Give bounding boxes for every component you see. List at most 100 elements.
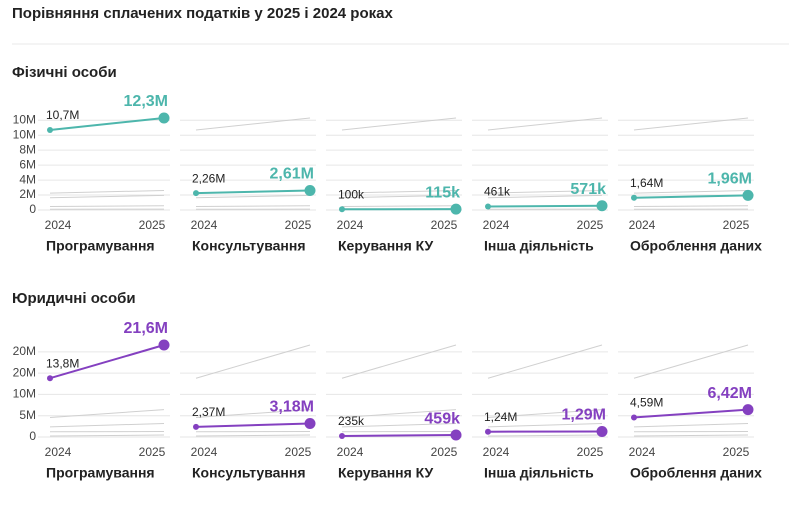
context-line bbox=[633, 434, 749, 437]
line bbox=[195, 189, 311, 195]
context-line bbox=[633, 117, 749, 131]
value-label: 459k bbox=[424, 410, 460, 427]
context-line bbox=[49, 194, 165, 199]
x-tick-label: 2025 bbox=[577, 445, 604, 459]
page-title: Порівняння сплачених податків у 2025 і 2… bbox=[12, 5, 393, 22]
section-title: Юридичні особи bbox=[12, 290, 136, 307]
context-line bbox=[49, 189, 165, 194]
y-tick-label: 10M bbox=[13, 387, 36, 401]
point bbox=[742, 189, 754, 201]
line bbox=[633, 194, 749, 199]
context-line bbox=[195, 194, 311, 199]
context-line bbox=[195, 205, 311, 208]
line bbox=[195, 422, 311, 428]
point bbox=[631, 194, 637, 201]
context-line bbox=[49, 434, 165, 437]
x-tick-label: 2025 bbox=[431, 218, 458, 232]
point bbox=[485, 428, 491, 435]
value-label: 13,8M bbox=[46, 356, 79, 370]
y-tick-label: 6M bbox=[19, 157, 36, 171]
y-tick-label: 10M bbox=[13, 127, 36, 141]
x-tick-label: 2025 bbox=[285, 218, 312, 232]
context-line bbox=[487, 117, 603, 131]
value-label: 235k bbox=[338, 414, 365, 428]
y-tick-label: 4M bbox=[19, 172, 36, 186]
y-tick-label: 10M bbox=[13, 112, 36, 126]
context-line bbox=[341, 409, 457, 418]
value-label: 2,26M bbox=[192, 171, 225, 185]
line bbox=[49, 344, 165, 380]
panel-title: Програмування bbox=[46, 465, 155, 481]
context-line bbox=[633, 189, 749, 194]
context-line bbox=[341, 117, 457, 131]
context-line bbox=[487, 409, 603, 418]
point bbox=[596, 200, 608, 212]
value-label: 6,42M bbox=[708, 385, 752, 402]
point bbox=[596, 426, 608, 438]
x-tick-label: 2025 bbox=[577, 218, 604, 232]
x-tick-label: 2024 bbox=[337, 445, 364, 459]
point bbox=[193, 423, 199, 430]
context-line bbox=[49, 409, 165, 418]
value-label: 461k bbox=[484, 185, 511, 199]
value-label: 2,61M bbox=[270, 166, 314, 183]
value-label: 10,7M bbox=[46, 108, 79, 122]
y-tick-label: 2M bbox=[19, 187, 36, 201]
section-title: Фізичні особи bbox=[12, 64, 117, 81]
point bbox=[742, 404, 754, 416]
point bbox=[304, 184, 316, 196]
x-tick-label: 2025 bbox=[139, 218, 166, 232]
value-label: 4,59M bbox=[630, 396, 663, 410]
panel-title: Консультування bbox=[192, 465, 306, 481]
point bbox=[158, 112, 170, 124]
context-line bbox=[341, 194, 457, 199]
context-line bbox=[633, 422, 749, 428]
x-tick-label: 2024 bbox=[337, 218, 364, 232]
x-tick-label: 2025 bbox=[723, 445, 750, 459]
context-line bbox=[49, 205, 165, 208]
x-tick-label: 2024 bbox=[45, 445, 72, 459]
y-tick-label: 20M bbox=[13, 365, 36, 379]
line bbox=[487, 204, 603, 208]
context-line bbox=[487, 422, 603, 428]
x-tick-label: 2024 bbox=[629, 218, 656, 232]
x-tick-label: 2024 bbox=[191, 445, 218, 459]
value-label: 21,6M bbox=[124, 320, 168, 337]
point bbox=[450, 203, 462, 215]
value-label: 1,24M bbox=[484, 410, 517, 424]
x-tick-label: 2025 bbox=[285, 445, 312, 459]
panel-title: Керування КУ bbox=[338, 465, 434, 481]
value-label: 115k bbox=[425, 184, 460, 201]
x-tick-label: 2024 bbox=[629, 445, 656, 459]
y-tick-label: 20M bbox=[13, 344, 36, 358]
panel-title: Інша діяльність bbox=[484, 465, 594, 481]
line bbox=[49, 117, 165, 131]
context-line bbox=[195, 409, 311, 418]
context-line bbox=[195, 117, 311, 131]
point bbox=[193, 190, 199, 197]
value-label: 1,29M bbox=[562, 407, 606, 424]
value-label: 1,96M bbox=[708, 171, 752, 188]
context-line bbox=[49, 422, 165, 428]
context-line bbox=[195, 434, 311, 437]
value-label: 100k bbox=[338, 187, 365, 201]
y-tick-label: 0 bbox=[29, 202, 36, 216]
value-label: 12,3M bbox=[124, 93, 168, 110]
context-line bbox=[487, 194, 603, 199]
point bbox=[631, 414, 637, 421]
panel-title: Керування КУ bbox=[338, 238, 434, 254]
context-line bbox=[633, 344, 749, 379]
value-label: 3,18M bbox=[270, 399, 314, 416]
panel-title: Оброблення даних bbox=[630, 465, 762, 481]
context-line bbox=[487, 434, 603, 437]
context-line bbox=[633, 205, 749, 208]
point bbox=[485, 203, 491, 210]
x-tick-label: 2024 bbox=[191, 218, 218, 232]
point bbox=[339, 432, 345, 439]
y-tick-label: 8M bbox=[19, 142, 36, 156]
point bbox=[158, 339, 170, 351]
context-line bbox=[341, 422, 457, 428]
context-line bbox=[487, 189, 603, 194]
